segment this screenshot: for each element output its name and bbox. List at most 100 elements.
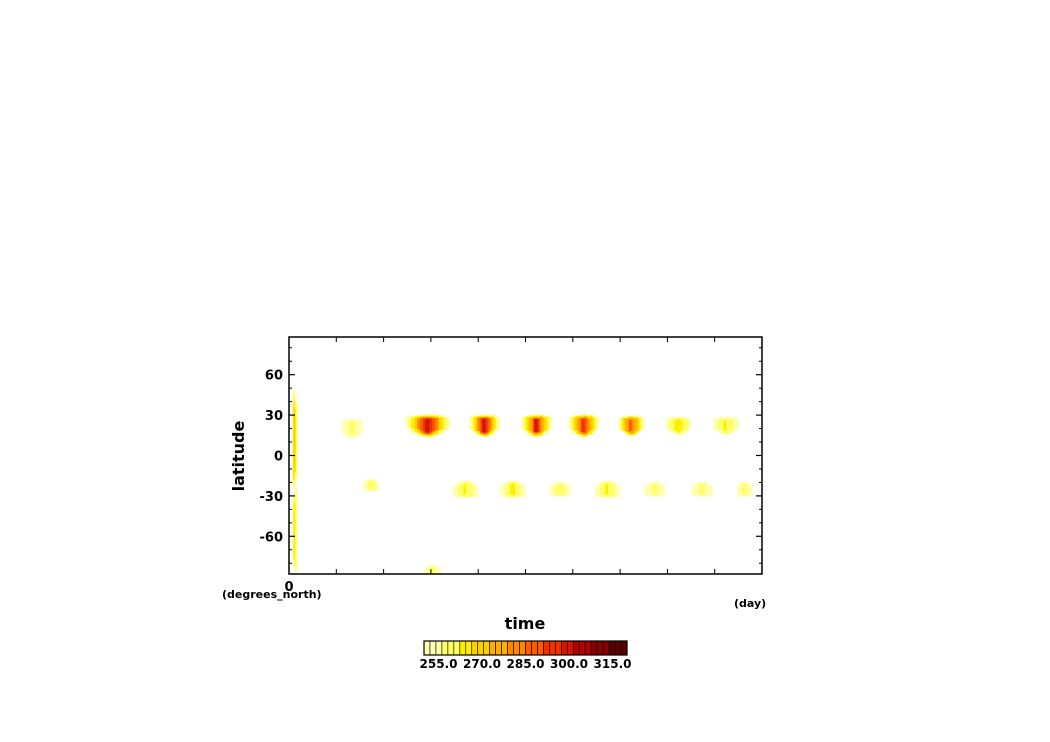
heat-cell [535,419,538,432]
heat-cell [684,418,688,431]
heat-cell [681,419,685,431]
colorbar-cell [441,640,449,656]
heat-cell [523,416,527,430]
heat-cell [678,419,681,432]
heat-cell [559,485,561,494]
colorbar-cell [602,640,610,656]
colorbar-cell [471,640,479,656]
heat-cell [652,484,655,494]
heat-feature [521,413,552,438]
heat-cell [440,417,445,430]
heat-cell [630,420,632,431]
heat-cell [676,421,678,431]
heat-cell [613,485,617,496]
heat-cell [408,417,412,429]
y-tick-label: -30 [260,490,284,505]
colorbar-cell [459,640,467,656]
heat-cell [496,416,500,430]
heat-cell [633,419,638,431]
colorbar-cell [549,640,556,656]
colorbar-cell [465,640,473,656]
heat-cell [432,418,436,431]
heat-feature [594,480,621,499]
heat-cell [431,567,433,573]
heat-cell [512,483,516,496]
heat-cell [414,418,418,429]
heat-cell [463,483,466,495]
heat-cell [572,417,577,431]
colorbar-cell [453,640,461,656]
colorbar-cell [566,640,574,656]
colorbar-cell [429,640,437,656]
heat-cell [701,485,703,494]
heat-cell [515,484,519,496]
heat-cell [435,417,439,431]
colorbar-cell [435,640,443,656]
heat-cell [465,484,468,494]
heat-cell [443,417,448,429]
heat-cell [431,567,434,574]
heat-cell [518,485,523,497]
colorbar-cell [578,640,586,656]
heat-feature [292,389,298,491]
colorbar-cell [555,640,562,656]
heat-cell [370,481,373,490]
heat-cell [730,418,734,431]
y-unit-label: (degrees_north) [222,588,322,601]
heat-feature [665,416,692,436]
heat-feature [644,481,666,497]
heat-cell [417,418,421,430]
heat-cell [589,417,594,432]
heat-cell [743,484,746,495]
heat-cell [473,485,477,497]
y-tick-label: 30 [265,409,283,424]
heat-cell [517,485,521,496]
heat-cell [632,418,636,432]
colorbar-cell [489,640,496,656]
colorbar-cell [447,640,455,656]
heat-cell [538,417,542,433]
heat-feature [363,479,380,492]
heat-feature [691,481,713,497]
heat-feature [341,418,363,439]
heat-cell [351,422,354,435]
heat-cell [677,420,680,431]
heat-cell [471,416,475,430]
heat-cell [510,485,513,494]
heat-cell [610,484,614,496]
heat-cell [423,419,427,432]
y-axis-minor-ticks [289,347,762,564]
heat-cell [527,417,531,431]
heat-cell [582,418,585,433]
heat-cell [558,484,560,494]
heat-cell [635,417,639,432]
heat-cell [587,418,591,430]
heat-feature [405,413,451,438]
x-tick-label: 0 [284,580,293,595]
heat-cell [728,420,732,430]
heat-cell [679,420,683,430]
heat-cell [724,421,727,430]
heat-cell [628,419,631,432]
colorbar-cell [477,640,485,656]
heat-cell [743,484,745,494]
heat-cell [520,485,525,497]
colorbar-cell [513,640,520,656]
heat-cell [446,417,451,429]
heat-cell [542,418,546,430]
heat-cell [469,416,473,430]
colorbar-cell [519,640,526,656]
heat-cell [482,419,485,433]
heat-cell [420,418,424,431]
heat-cell [490,417,494,432]
heat-feature [469,413,500,438]
heat-cell [486,418,490,432]
heat-cell [464,485,467,494]
heat-cell [473,417,478,431]
heat-cell [411,418,415,429]
heat-cell [700,485,702,494]
heat-cell [483,419,486,432]
heat-cell [607,483,610,496]
heat-cell [471,485,476,496]
